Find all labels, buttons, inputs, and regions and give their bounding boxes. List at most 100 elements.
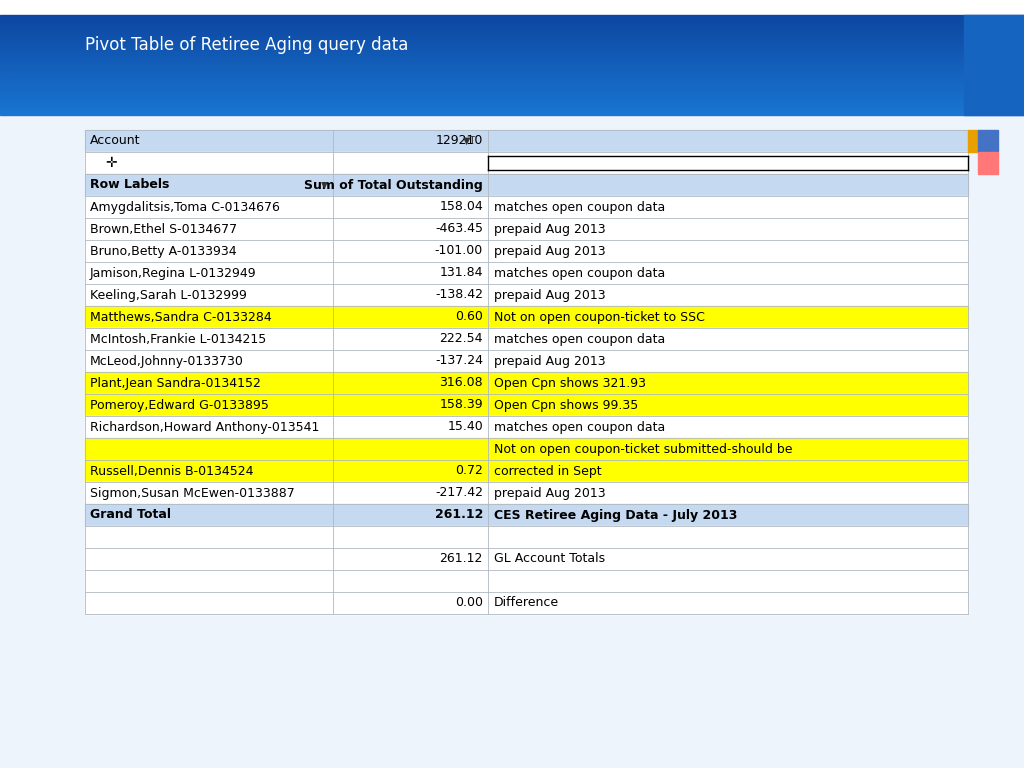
- Text: McLeod,Johnny-0133730: McLeod,Johnny-0133730: [90, 355, 244, 368]
- Bar: [0, 103, 1024, 105]
- Text: 158.04: 158.04: [439, 200, 483, 214]
- Text: 158.39: 158.39: [439, 399, 483, 412]
- Bar: [0, 94, 1024, 96]
- Bar: [0, 53, 1024, 55]
- Text: corrected in Sept: corrected in Sept: [494, 465, 602, 478]
- Bar: [0, 22, 1024, 24]
- Bar: [0, 39, 1024, 41]
- Text: Sigmon,Susan McEwen-0133887: Sigmon,Susan McEwen-0133887: [90, 486, 295, 499]
- Text: prepaid Aug 2013: prepaid Aug 2013: [494, 244, 605, 257]
- Bar: [0, 17, 1024, 18]
- Bar: [0, 71, 1024, 72]
- Text: ▼: ▼: [322, 180, 328, 190]
- Text: Jamison,Regina L-0132949: Jamison,Regina L-0132949: [90, 266, 257, 280]
- Bar: [0, 101, 1024, 102]
- Text: Open Cpn shows 321.93: Open Cpn shows 321.93: [494, 376, 646, 389]
- Bar: [0, 67, 1024, 69]
- Bar: [0, 31, 1024, 32]
- Text: matches open coupon data: matches open coupon data: [494, 421, 666, 433]
- Bar: [0, 80, 1024, 81]
- Text: Row Labels: Row Labels: [90, 178, 169, 191]
- Bar: [85, 526, 968, 548]
- Text: 0.72: 0.72: [455, 465, 483, 478]
- Text: -137.24: -137.24: [435, 355, 483, 368]
- Bar: [0, 52, 1024, 54]
- Bar: [0, 28, 1024, 30]
- Bar: [964, 15, 1024, 115]
- Bar: [0, 112, 1024, 114]
- Text: Russell,Dennis B-0134524: Russell,Dennis B-0134524: [90, 465, 254, 478]
- Bar: [0, 108, 1024, 110]
- Text: 0.00: 0.00: [455, 597, 483, 610]
- Bar: [85, 416, 968, 438]
- Bar: [0, 19, 1024, 22]
- Bar: [0, 87, 1024, 89]
- Text: Sum of Total Outstanding: Sum of Total Outstanding: [304, 178, 483, 191]
- Bar: [0, 46, 1024, 48]
- Bar: [85, 350, 968, 372]
- Bar: [0, 82, 1024, 84]
- Text: Account: Account: [90, 134, 140, 147]
- Bar: [0, 65, 1024, 66]
- Bar: [85, 482, 968, 504]
- Bar: [85, 570, 968, 592]
- Bar: [0, 38, 1024, 40]
- Bar: [0, 84, 1024, 86]
- Bar: [0, 106, 1024, 108]
- Bar: [0, 56, 1024, 58]
- Bar: [0, 49, 1024, 51]
- Bar: [0, 29, 1024, 31]
- Bar: [85, 196, 968, 218]
- Text: Plant,Jean Sandra-0134152: Plant,Jean Sandra-0134152: [90, 376, 261, 389]
- Bar: [85, 438, 968, 460]
- Text: 0.60: 0.60: [455, 310, 483, 323]
- Bar: [0, 35, 1024, 36]
- Text: -217.42: -217.42: [435, 486, 483, 499]
- Bar: [0, 78, 1024, 80]
- Bar: [85, 174, 968, 196]
- Bar: [0, 107, 1024, 109]
- Text: Not on open coupon-ticket to SSC: Not on open coupon-ticket to SSC: [494, 310, 705, 323]
- Bar: [0, 42, 1024, 44]
- Bar: [0, 98, 1024, 100]
- Text: matches open coupon data: matches open coupon data: [494, 200, 666, 214]
- Text: 222.54: 222.54: [439, 333, 483, 346]
- Bar: [0, 68, 1024, 70]
- Bar: [0, 73, 1024, 75]
- Bar: [0, 15, 1024, 16]
- Bar: [0, 36, 1024, 38]
- Bar: [0, 86, 1024, 88]
- Bar: [85, 130, 968, 614]
- Bar: [0, 72, 1024, 74]
- Bar: [0, 102, 1024, 104]
- Bar: [85, 306, 968, 328]
- Text: Amygdalitsis,Toma C-0134676: Amygdalitsis,Toma C-0134676: [90, 200, 280, 214]
- Bar: [0, 100, 1024, 101]
- Text: Pivot Table of Retiree Aging query data: Pivot Table of Retiree Aging query data: [85, 36, 409, 54]
- Bar: [0, 59, 1024, 61]
- Text: Difference: Difference: [494, 597, 559, 610]
- Bar: [85, 548, 968, 570]
- Bar: [0, 32, 1024, 34]
- Bar: [0, 91, 1024, 92]
- Bar: [0, 81, 1024, 82]
- Text: 129210: 129210: [435, 134, 483, 147]
- Bar: [968, 130, 978, 152]
- Text: ▼T: ▼T: [463, 136, 476, 146]
- Text: Grand Total: Grand Total: [90, 508, 171, 521]
- Text: prepaid Aug 2013: prepaid Aug 2013: [494, 289, 605, 302]
- Text: Richardson,Howard Anthony-013541: Richardson,Howard Anthony-013541: [90, 421, 319, 433]
- Bar: [0, 111, 1024, 112]
- Text: CES Retiree Aging Data - July 2013: CES Retiree Aging Data - July 2013: [494, 508, 737, 521]
- Bar: [85, 130, 968, 152]
- Text: matches open coupon data: matches open coupon data: [494, 333, 666, 346]
- Bar: [0, 96, 1024, 98]
- Bar: [0, 76, 1024, 78]
- Text: 261.12: 261.12: [439, 552, 483, 565]
- Bar: [0, 77, 1024, 79]
- Text: Pomeroy,Edward G-0133895: Pomeroy,Edward G-0133895: [90, 399, 269, 412]
- Text: Brown,Ethel S-0134677: Brown,Ethel S-0134677: [90, 223, 238, 236]
- Text: Open Cpn shows 99.35: Open Cpn shows 99.35: [494, 399, 638, 412]
- Bar: [0, 66, 1024, 68]
- Bar: [85, 152, 968, 174]
